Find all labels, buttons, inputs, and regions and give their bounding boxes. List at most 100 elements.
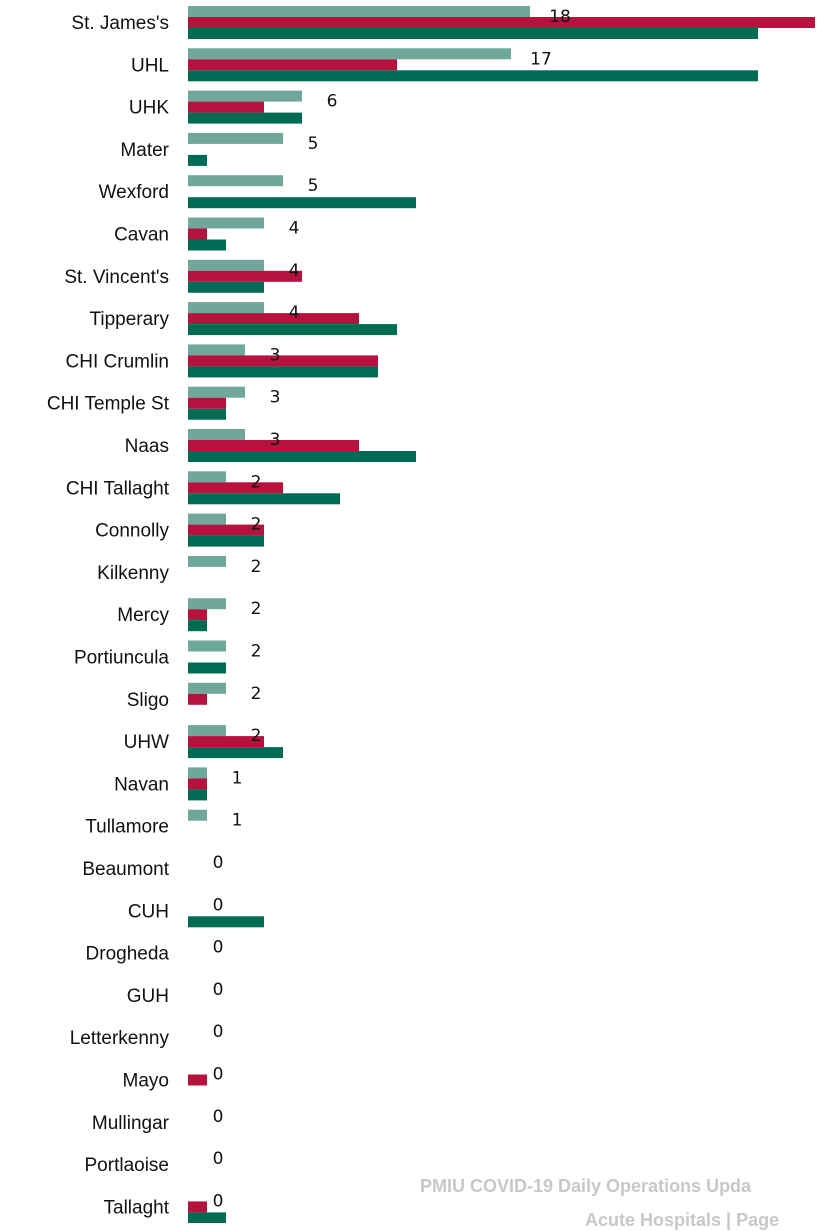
bar-series-3 [188, 366, 378, 378]
bar-series-3 [188, 239, 226, 251]
bar-series-3 [188, 324, 397, 336]
data-label: 2 [251, 642, 262, 662]
data-label: 0 [213, 938, 224, 958]
data-label: 3 [270, 388, 281, 408]
bar-series-2 [188, 17, 815, 28]
data-label: 2 [251, 684, 262, 704]
bar-series-3 [188, 451, 416, 462]
bar-series-2 [188, 59, 397, 71]
bar-series-3 [188, 747, 283, 759]
category-label: Mercy [117, 605, 169, 626]
data-label: 0 [213, 1191, 224, 1211]
category-label: CHI Crumlin [66, 351, 169, 372]
data-label: 0 [213, 980, 224, 1000]
bar-series-3 [188, 154, 207, 166]
data-label: 0 [213, 1065, 224, 1085]
bar-series-3 [188, 662, 226, 674]
bar-series-3 [188, 28, 758, 39]
data-label: 18 [549, 7, 571, 27]
footer-title: PMIU COVID-19 Daily Operations Upda [420, 1176, 752, 1196]
bar-series-3 [188, 197, 416, 209]
category-label: Mayo [123, 1071, 169, 1092]
data-label: 0 [213, 1107, 224, 1127]
category-label: Connolly [95, 521, 169, 542]
data-label: 4 [289, 261, 300, 281]
category-label: UHW [124, 732, 169, 753]
bar-series-3 [188, 620, 207, 632]
category-label: St. James's [71, 13, 169, 34]
category-label: Wexford [99, 182, 169, 203]
bar-series-3 [188, 281, 264, 293]
category-label: UHK [129, 98, 169, 119]
bar-series-1 [188, 132, 283, 144]
data-label: 2 [251, 515, 262, 535]
bar-series-1 [188, 725, 226, 737]
data-label: 0 [213, 1022, 224, 1042]
footer-subtitle: Acute Hospitals | Page [585, 1210, 780, 1230]
bar-series-1 [188, 640, 226, 652]
category-label: St. Vincent's [64, 267, 169, 288]
bar-series-1 [188, 6, 530, 17]
category-label: CHI Temple St [47, 394, 170, 415]
bar-series-1 [188, 555, 226, 567]
bar-series-3 [188, 535, 264, 547]
data-label: 0 [213, 1149, 224, 1169]
data-label: 2 [251, 726, 262, 746]
data-label: 3 [270, 430, 281, 450]
category-label: UHL [131, 55, 169, 76]
bar-series-1 [188, 386, 245, 398]
data-label: 17 [530, 49, 552, 69]
bar-series-2 [188, 270, 302, 282]
category-label: Sligo [127, 690, 169, 711]
data-label: 6 [327, 92, 338, 112]
bar-series-2 [188, 101, 264, 113]
bar-series-1 [188, 429, 245, 440]
data-label: 2 [251, 599, 262, 619]
category-label: CHI Tallaght [66, 478, 170, 499]
bar-series-1 [188, 175, 283, 187]
category-label: Tallaght [104, 1197, 170, 1218]
bar-series-2 [188, 736, 264, 748]
category-label: Navan [114, 774, 169, 795]
data-label: 0 [213, 853, 224, 873]
bar-series-1 [188, 598, 226, 610]
bar-series-2 [188, 1201, 207, 1213]
category-label: GUH [127, 986, 169, 1007]
category-label: Tipperary [89, 309, 169, 330]
bar-series-3 [188, 1212, 226, 1223]
bar-series-1 [188, 682, 226, 694]
bar-series-2 [188, 440, 359, 451]
bar-series-2 [188, 228, 207, 240]
bar-series-1 [188, 809, 207, 821]
category-label: Mater [120, 140, 169, 161]
category-label: Drogheda [86, 944, 170, 965]
bar-series-1 [188, 259, 264, 271]
category-label: Cavan [114, 225, 169, 246]
bar-series-1 [188, 513, 226, 525]
bar-series-2 [188, 778, 207, 790]
category-label: Beaumont [82, 859, 169, 880]
bar-series-3 [188, 916, 264, 928]
bar-series-2 [188, 313, 359, 325]
data-label: 2 [251, 557, 262, 577]
bar-series-2 [188, 355, 378, 367]
bar-series-2 [188, 397, 226, 409]
bar-series-1 [188, 90, 302, 102]
bar-series-1 [188, 217, 264, 229]
data-label: 2 [251, 472, 262, 492]
bar-series-1 [188, 48, 511, 60]
category-label: Portiuncula [74, 648, 169, 669]
bar-series-1 [188, 344, 245, 356]
category-label: Letterkenny [70, 1028, 170, 1049]
bar-series-2 [188, 609, 207, 621]
bar-series-3 [188, 112, 302, 124]
category-label: Tullamore [85, 817, 169, 838]
bar-series-1 [188, 302, 264, 314]
bar-series-3 [188, 408, 226, 420]
bar-series-3 [188, 70, 758, 82]
category-label: Mullingar [92, 1113, 170, 1134]
data-label: 5 [308, 176, 319, 196]
category-label: Portlaoise [85, 1155, 170, 1176]
data-label: 0 [213, 895, 224, 915]
category-label: Naas [125, 436, 169, 457]
